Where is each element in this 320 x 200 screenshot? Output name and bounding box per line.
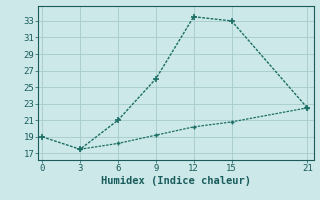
- X-axis label: Humidex (Indice chaleur): Humidex (Indice chaleur): [101, 176, 251, 186]
